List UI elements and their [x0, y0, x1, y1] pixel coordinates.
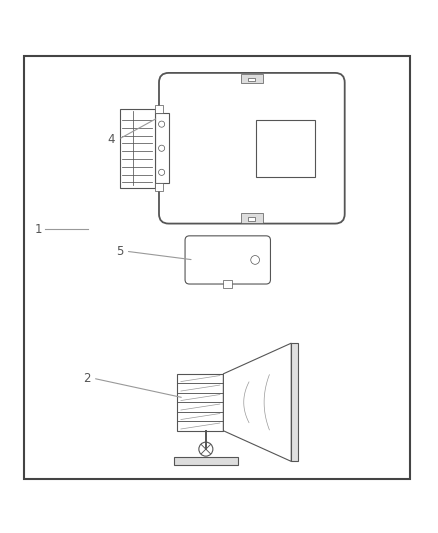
Bar — [241, 74, 263, 84]
FancyBboxPatch shape — [185, 236, 270, 284]
Bar — [241, 213, 263, 223]
Text: 4: 4 — [107, 133, 115, 146]
Bar — [248, 217, 255, 221]
Circle shape — [159, 169, 165, 175]
Text: 1: 1 — [35, 223, 42, 236]
Bar — [155, 106, 163, 113]
Bar — [174, 457, 237, 465]
Bar — [256, 120, 315, 177]
Circle shape — [251, 255, 259, 264]
Bar — [120, 109, 155, 188]
Polygon shape — [223, 343, 291, 462]
Bar — [248, 78, 255, 81]
Bar — [291, 343, 298, 462]
Bar — [177, 374, 223, 431]
Text: 5: 5 — [116, 245, 124, 257]
FancyBboxPatch shape — [159, 73, 345, 223]
Bar — [223, 280, 232, 287]
Bar — [155, 113, 169, 183]
Circle shape — [199, 442, 213, 456]
Bar — [155, 183, 163, 191]
Circle shape — [159, 145, 165, 151]
Text: 2: 2 — [83, 372, 91, 385]
Bar — [24, 56, 410, 479]
Circle shape — [159, 121, 165, 127]
